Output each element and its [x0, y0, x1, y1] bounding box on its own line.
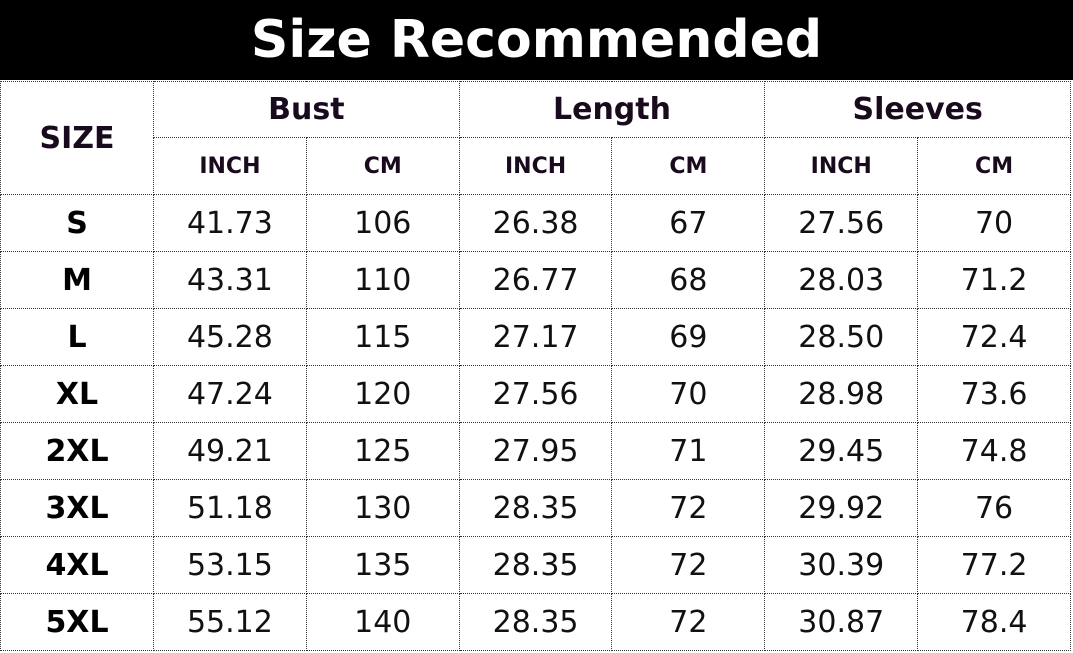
table-row: S 41.73 106 26.38 67 27.56 70	[0, 194, 1071, 252]
value-cell: 71	[611, 422, 766, 480]
table-row: L 45.28 115 27.17 69 28.50 72.4	[0, 308, 1071, 366]
value-cell: 130	[305, 479, 460, 537]
sleeves-header: Sleeves	[764, 81, 1071, 138]
value-cell: 140	[305, 593, 460, 651]
value-cell: 43.31	[153, 251, 307, 309]
value-cell: 55.12	[153, 593, 307, 651]
unit-header: INCH	[764, 137, 919, 195]
table-row: 5XL 55.12 140 28.35 72 30.87 78.4	[0, 593, 1071, 651]
value-cell: 26.77	[458, 251, 613, 309]
value-cell: 29.45	[764, 422, 919, 480]
length-header: Length	[458, 81, 766, 138]
size-cell: M	[0, 251, 154, 309]
value-cell: 76	[917, 479, 1071, 537]
size-column-header: SIZE	[0, 81, 154, 195]
value-cell: 72	[611, 593, 766, 651]
value-cell: 70	[611, 365, 766, 423]
value-cell: 135	[305, 536, 460, 594]
table-row: XL 47.24 120 27.56 70 28.98 73.6	[0, 365, 1071, 423]
value-cell: 120	[305, 365, 460, 423]
table-row: 2XL 49.21 125 27.95 71 29.45 74.8	[0, 422, 1071, 480]
table-row: 4XL 53.15 135 28.35 72 30.39 77.2	[0, 536, 1071, 594]
value-cell: 27.17	[458, 308, 613, 366]
unit-header: INCH	[153, 137, 307, 195]
value-cell: 70	[917, 194, 1071, 252]
unit-header: INCH	[458, 137, 613, 195]
value-cell: 28.98	[764, 365, 919, 423]
value-cell: 74.8	[917, 422, 1071, 480]
value-cell: 69	[611, 308, 766, 366]
page-title: Size Recommended	[0, 0, 1073, 80]
value-cell: 41.73	[153, 194, 307, 252]
value-cell: 28.50	[764, 308, 919, 366]
value-cell: 49.21	[153, 422, 307, 480]
value-cell: 110	[305, 251, 460, 309]
value-cell: 45.28	[153, 308, 307, 366]
value-cell: 106	[305, 194, 460, 252]
unit-header: CM	[611, 137, 766, 195]
value-cell: 77.2	[917, 536, 1071, 594]
value-cell: 28.35	[458, 536, 613, 594]
value-cell: 73.6	[917, 365, 1071, 423]
table-row: M 43.31 110 26.77 68 28.03 71.2	[0, 251, 1071, 309]
size-cell: XL	[0, 365, 154, 423]
size-cell: S	[0, 194, 154, 252]
value-cell: 28.35	[458, 479, 613, 537]
value-cell: 29.92	[764, 479, 919, 537]
value-cell: 78.4	[917, 593, 1071, 651]
value-cell: 72	[611, 479, 766, 537]
value-cell: 72.4	[917, 308, 1071, 366]
size-cell: 5XL	[0, 593, 154, 651]
bust-header: Bust	[153, 81, 460, 138]
value-cell: 68	[611, 251, 766, 309]
size-cell: 4XL	[0, 536, 154, 594]
value-cell: 30.39	[764, 536, 919, 594]
value-cell: 115	[305, 308, 460, 366]
value-cell: 125	[305, 422, 460, 480]
size-table: SIZE Bust Length Sleeves INCH CM INCH CM…	[0, 81, 1071, 651]
size-cell: 2XL	[0, 422, 154, 480]
unit-header: CM	[305, 137, 460, 195]
value-cell: 26.38	[458, 194, 613, 252]
value-cell: 67	[611, 194, 766, 252]
size-cell: L	[0, 308, 154, 366]
value-cell: 30.87	[764, 593, 919, 651]
value-cell: 47.24	[153, 365, 307, 423]
value-cell: 72	[611, 536, 766, 594]
header-row-units: INCH CM INCH CM INCH CM	[1, 137, 1071, 195]
value-cell: 71.2	[917, 251, 1071, 309]
size-cell: 3XL	[0, 479, 154, 537]
table-row: 3XL 51.18 130 28.35 72 29.92 76	[0, 479, 1071, 537]
value-cell: 27.56	[764, 194, 919, 252]
value-cell: 28.03	[764, 251, 919, 309]
value-cell: 28.35	[458, 593, 613, 651]
value-cell: 27.56	[458, 365, 613, 423]
value-cell: 53.15	[153, 536, 307, 594]
header-row-groups: SIZE Bust Length Sleeves	[0, 81, 1071, 195]
value-cell: 51.18	[153, 479, 307, 537]
unit-header: CM	[917, 137, 1071, 195]
value-cell: 27.95	[458, 422, 613, 480]
